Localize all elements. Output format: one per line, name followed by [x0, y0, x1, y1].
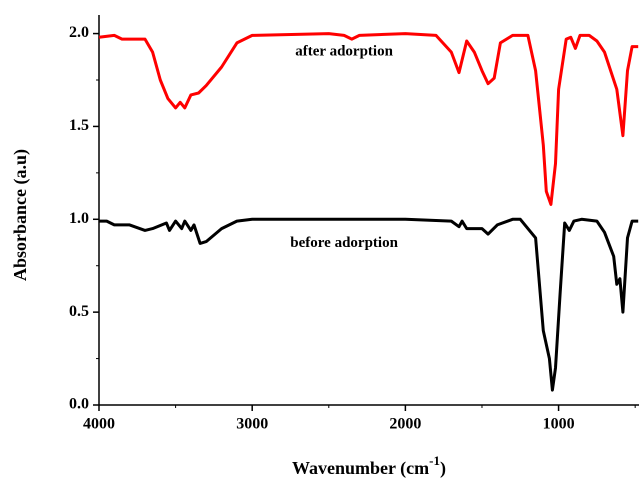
x-axis-label: Wavenumber (cm-1) [292, 453, 446, 479]
x-label-sup: -1 [429, 453, 440, 468]
y-tick-label: 2.0 [69, 24, 89, 41]
y-tick-label: 0.5 [69, 303, 89, 320]
y-axis-label: Absorbance (a.u) [10, 149, 31, 281]
x-tick-label: 1000 [543, 416, 575, 433]
x-tick-label: 3000 [236, 416, 268, 433]
y-tick-label: 1.5 [69, 117, 89, 134]
y-tick-label: 0.0 [69, 396, 89, 413]
y-tick-label: 1.0 [69, 210, 89, 227]
x-tick-label: 2000 [389, 416, 421, 433]
annotation: before adorption [290, 235, 398, 251]
x-label-text: Wavenumber (cm [292, 458, 429, 479]
x-label-end: ) [440, 458, 446, 479]
spectrum-line [98, 32, 639, 206]
x-tick-label: 4000 [83, 416, 115, 433]
annotation: after adorption [295, 44, 393, 60]
spectrum-line [99, 217, 639, 392]
